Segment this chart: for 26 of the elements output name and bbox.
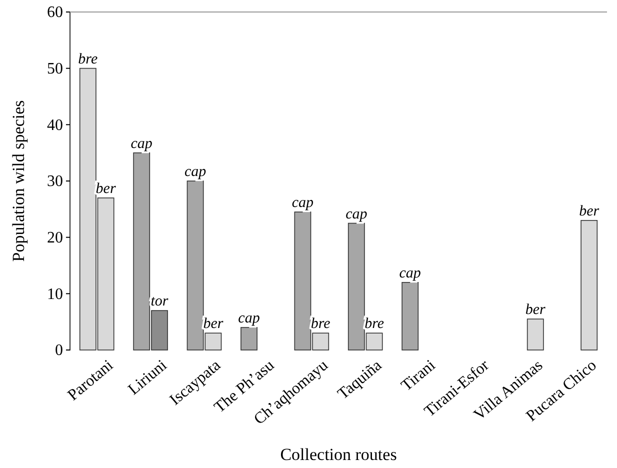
bar bbox=[526, 318, 544, 350]
data-label: cap bbox=[184, 164, 207, 180]
data-label: ber bbox=[203, 316, 224, 332]
y-tick-label: 20 bbox=[47, 229, 63, 246]
y-tick-label: 0 bbox=[55, 342, 63, 360]
bar bbox=[580, 220, 598, 350]
data-label: bre bbox=[78, 51, 98, 68]
data-label: ber bbox=[525, 302, 546, 318]
y-axis-title: Population wild species bbox=[9, 100, 28, 262]
bar bbox=[240, 327, 258, 350]
y-tick-label: 50 bbox=[47, 60, 63, 78]
data-label: cap bbox=[292, 194, 314, 211]
y-tick-label: 60 bbox=[47, 4, 63, 22]
data-label: tor bbox=[150, 294, 168, 310]
y-tick-label: 10 bbox=[47, 286, 63, 303]
bar bbox=[402, 282, 419, 350]
data-label: cap bbox=[346, 206, 368, 222]
data-label: cap bbox=[130, 136, 153, 152]
data-label: cap bbox=[238, 310, 260, 326]
data-label: cap bbox=[399, 265, 422, 282]
data-label: ber bbox=[579, 203, 600, 220]
y-tick-label: 40 bbox=[47, 116, 63, 134]
x-axis-title: Collection routes bbox=[280, 445, 397, 464]
data-label: bre bbox=[310, 316, 331, 332]
data-label: bre bbox=[364, 316, 384, 332]
y-tick-label: 30 bbox=[47, 173, 63, 190]
